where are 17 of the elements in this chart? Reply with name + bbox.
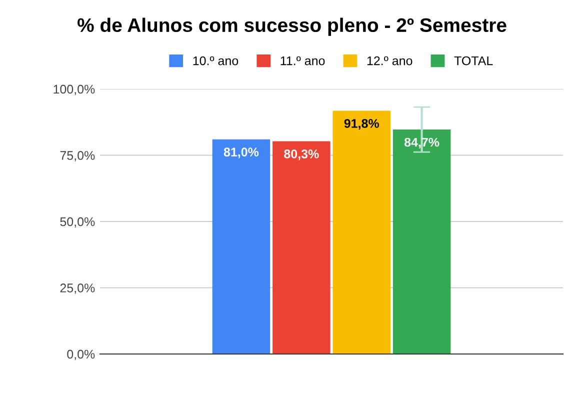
data-label: 91,8% bbox=[344, 119, 379, 130]
y-tick-label: 100,0% bbox=[54, 84, 95, 96]
y-tick-label: 50,0% bbox=[60, 217, 95, 228]
bar bbox=[392, 130, 451, 354]
y-tick-label: 75,0% bbox=[60, 151, 95, 162]
y-tick-label: 25,0% bbox=[60, 284, 95, 294]
legend-label: 10.º ano bbox=[193, 56, 238, 66]
bar bbox=[272, 141, 330, 354]
data-label: 81,0% bbox=[224, 148, 259, 158]
legend-label: 12.º ano bbox=[367, 56, 412, 66]
legend-label: 11.º ano bbox=[280, 56, 325, 66]
legend-label: TOTAL bbox=[454, 56, 493, 66]
bar bbox=[332, 110, 390, 354]
bar bbox=[212, 139, 270, 354]
data-label: 80,3% bbox=[284, 149, 319, 160]
chart-title: % de Alunos com sucesso pleno - 2º Semestre bbox=[78, 18, 506, 36]
y-tick-label: 0,0% bbox=[67, 350, 95, 360]
